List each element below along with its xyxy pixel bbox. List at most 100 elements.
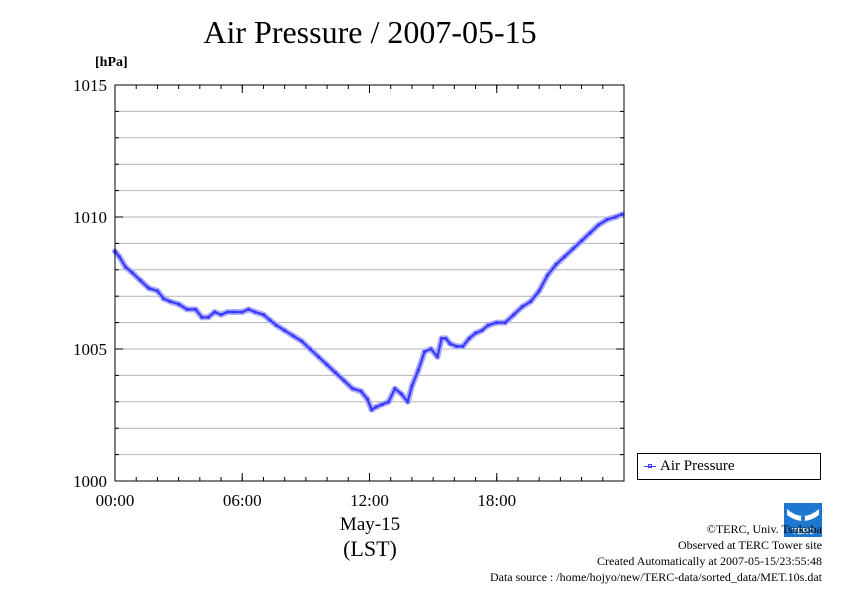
data-point bbox=[440, 336, 444, 341]
data-point bbox=[206, 315, 210, 319]
y-axis-unit-label: [hPa] bbox=[95, 55, 128, 70]
data-point bbox=[240, 310, 244, 314]
y-tick-label: 1000 bbox=[73, 472, 107, 491]
data-point bbox=[225, 310, 230, 314]
data-point bbox=[359, 389, 363, 393]
data-point bbox=[613, 215, 618, 219]
credit-site: Observed at TERC Tower site bbox=[677, 538, 822, 552]
data-point bbox=[554, 262, 558, 267]
data-point bbox=[467, 336, 471, 341]
data-point bbox=[448, 342, 452, 346]
data-point bbox=[253, 310, 257, 314]
credits-block: ©TERC, Univ. Tsukuba Observed at TERC To… bbox=[490, 521, 822, 585]
x-axis-timezone-label: (LST) bbox=[343, 536, 397, 561]
data-point bbox=[193, 307, 198, 311]
data-point bbox=[620, 212, 624, 216]
series-layer bbox=[112, 211, 625, 413]
data-point bbox=[393, 387, 397, 391]
data-point bbox=[268, 318, 272, 322]
data-point bbox=[177, 302, 181, 306]
data-point bbox=[147, 286, 151, 290]
data-point bbox=[529, 299, 533, 304]
data-point bbox=[406, 400, 410, 404]
data-point bbox=[370, 408, 374, 412]
data-point bbox=[579, 239, 584, 243]
data-point bbox=[130, 270, 134, 275]
data-point bbox=[486, 323, 490, 327]
data-point bbox=[503, 321, 507, 325]
plot-frame bbox=[114, 84, 625, 482]
credit-copyright: ©TERC, Univ. Tsukuba bbox=[706, 522, 822, 536]
data-point bbox=[520, 305, 524, 309]
data-point bbox=[435, 355, 439, 359]
data-point bbox=[185, 307, 189, 311]
data-point bbox=[325, 363, 329, 367]
data-point bbox=[429, 347, 433, 351]
data-point bbox=[300, 339, 304, 343]
x-axis-label: May-15 bbox=[339, 514, 401, 535]
data-point bbox=[213, 310, 217, 314]
data-point bbox=[546, 273, 550, 277]
data-point bbox=[200, 315, 204, 319]
data-point bbox=[247, 307, 251, 311]
x-tick-label: 18:00 bbox=[477, 491, 516, 510]
chart-title: Air Pressure / 2007-05-15 bbox=[203, 14, 537, 50]
data-point bbox=[365, 397, 369, 401]
data-point bbox=[274, 323, 278, 327]
data-point bbox=[588, 231, 592, 235]
data-point bbox=[386, 400, 391, 404]
data-point bbox=[416, 368, 420, 372]
gridlines bbox=[115, 110, 624, 456]
data-point bbox=[480, 328, 484, 333]
data-point bbox=[124, 265, 128, 269]
y-tick-label: 1005 bbox=[73, 340, 107, 359]
y-tick-label: 1010 bbox=[73, 208, 107, 227]
data-point bbox=[423, 350, 427, 354]
data-point bbox=[308, 347, 312, 351]
credit-source: Data source : /home/hojyo/new/TERC-data/… bbox=[489, 570, 822, 584]
data-point bbox=[138, 278, 143, 282]
data-point bbox=[317, 355, 321, 359]
series-line bbox=[113, 213, 624, 411]
data-point bbox=[380, 402, 384, 407]
legend: Air Pressure bbox=[637, 453, 821, 480]
x-tick-label: 12:00 bbox=[350, 491, 389, 510]
x-tick-label: 00:00 bbox=[96, 491, 135, 510]
terc-logo-text: TERC bbox=[792, 527, 814, 536]
legend-label: Air Pressure bbox=[660, 458, 735, 474]
data-point bbox=[537, 289, 541, 293]
data-point bbox=[605, 218, 609, 222]
data-point bbox=[350, 387, 355, 391]
x-tick-label: 06:00 bbox=[223, 491, 262, 510]
data-point bbox=[232, 310, 236, 314]
tick-labels: 1000 1005 1010 1015 00:00 06:00 12:00 18:00 bbox=[73, 76, 516, 510]
terc-logo-icon: TERC bbox=[784, 503, 822, 537]
data-point bbox=[261, 313, 266, 317]
data-point bbox=[473, 331, 478, 335]
data-point bbox=[162, 297, 166, 301]
data-point bbox=[333, 371, 338, 375]
data-point bbox=[495, 321, 499, 325]
data-point bbox=[291, 334, 295, 338]
data-point bbox=[219, 313, 223, 317]
data-point bbox=[155, 289, 160, 293]
y-tick-label: 1015 bbox=[73, 76, 107, 95]
data-point bbox=[461, 344, 465, 348]
data-point bbox=[512, 313, 516, 317]
legend-swatch bbox=[644, 464, 656, 468]
data-point bbox=[283, 328, 287, 333]
data-point bbox=[342, 379, 346, 383]
data-point bbox=[117, 255, 121, 259]
data-point bbox=[454, 344, 459, 348]
axis-ticks bbox=[114, 84, 624, 482]
data-point bbox=[596, 223, 601, 227]
credit-created: Created Automatically at 2007-05-15/23:5… bbox=[597, 554, 822, 568]
data-point bbox=[444, 336, 448, 341]
data-point bbox=[571, 247, 575, 251]
data-point bbox=[168, 299, 172, 304]
data-point bbox=[399, 392, 403, 396]
data-point bbox=[563, 255, 567, 259]
data-point bbox=[410, 384, 414, 388]
